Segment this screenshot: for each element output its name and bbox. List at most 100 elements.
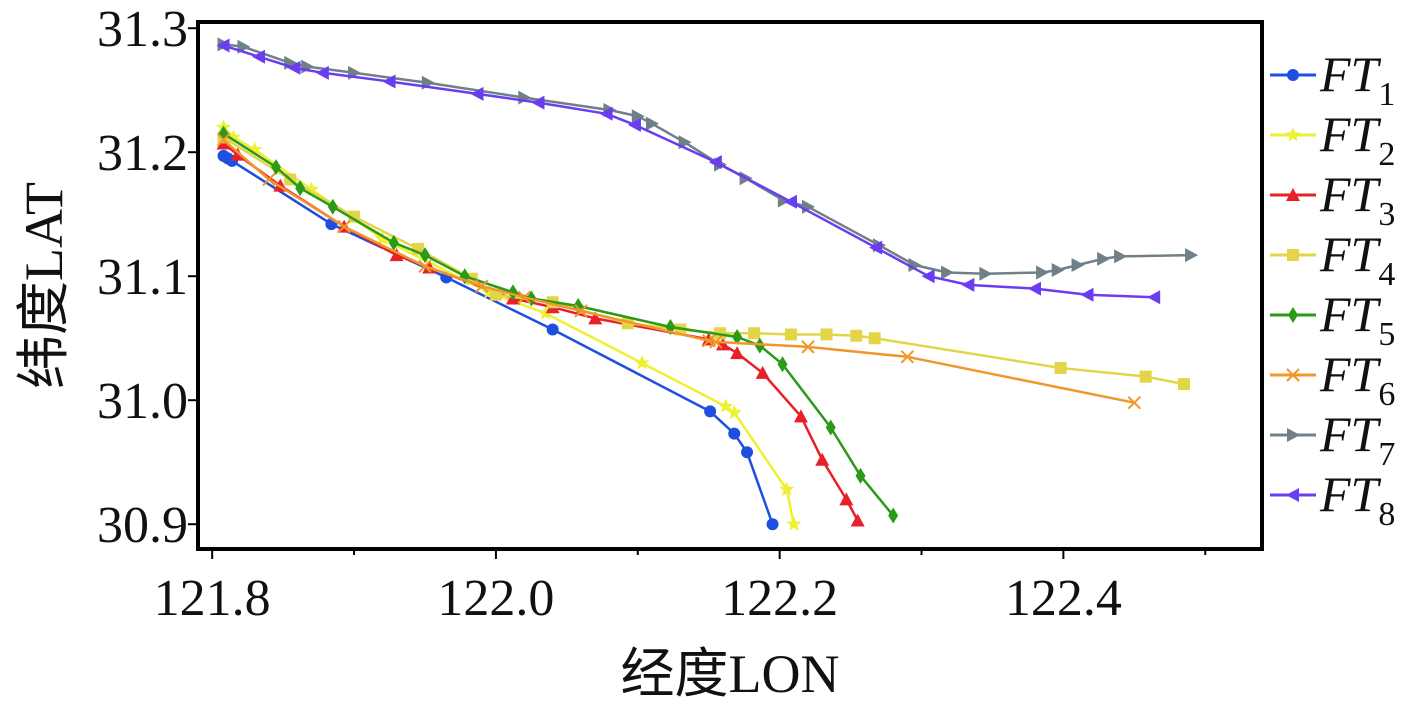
legend-label: FT7 xyxy=(1319,406,1395,473)
y-tick-label: 31.0 xyxy=(97,373,188,430)
data-point-ft3 xyxy=(793,409,808,423)
data-point-ft2 xyxy=(374,231,390,246)
data-point-ft7 xyxy=(1036,265,1050,280)
legend-label-main: FT xyxy=(1319,166,1382,222)
x-tick-label: 122.4 xyxy=(1005,570,1122,627)
data-point-ft4 xyxy=(1177,378,1190,391)
series-layer xyxy=(215,37,1199,531)
legend-entry-ft7: FT7 xyxy=(1270,406,1395,473)
data-point-ft4 xyxy=(1139,370,1152,383)
legend-entry-ft4: FT4 xyxy=(1270,226,1395,293)
data-point-ft3 xyxy=(839,492,854,506)
data-point-ft6 xyxy=(517,290,532,304)
legend-marker xyxy=(1288,307,1298,323)
data-point-ft3 xyxy=(850,513,865,527)
data-point-ft7 xyxy=(1114,249,1128,264)
data-point-ft8 xyxy=(599,106,613,121)
data-point-ft8 xyxy=(921,269,935,284)
data-point-ft2 xyxy=(634,355,650,370)
legend-label-subscript: 8 xyxy=(1378,496,1395,533)
legend-label-subscript: 6 xyxy=(1378,376,1395,413)
data-point-ft7 xyxy=(645,116,659,131)
data-point-ft6 xyxy=(262,172,276,187)
data-point-ft5 xyxy=(419,247,430,264)
data-point-ft3 xyxy=(730,346,745,360)
legend-marker xyxy=(1287,428,1300,442)
data-point-ft4 xyxy=(785,328,798,341)
legend-entry-ft6: FT6 xyxy=(1270,346,1395,413)
data-point-ft8 xyxy=(869,240,883,255)
data-point-ft2 xyxy=(247,141,263,157)
data-point-ft3 xyxy=(715,337,730,351)
data-point-ft6 xyxy=(337,219,351,234)
data-point-ft6 xyxy=(900,350,915,364)
data-point-ft4 xyxy=(868,332,881,345)
legend-label-main: FT xyxy=(1319,46,1382,102)
data-point-ft7 xyxy=(1097,251,1111,266)
data-point-ft7 xyxy=(908,258,922,273)
legend-label-main: FT xyxy=(1319,346,1382,402)
axis-ticks: 121.8 122.0 122.2 122.4 30.9 31.0 31.1 31.2 31.3 xyxy=(97,1,1207,627)
data-point-ft7 xyxy=(979,266,993,281)
data-point-ft1 xyxy=(766,518,779,531)
legend-label-subscript: 2 xyxy=(1378,136,1395,173)
legend-label: FT8 xyxy=(1319,466,1395,533)
legend-label: FT1 xyxy=(1319,46,1395,113)
data-point-ft8 xyxy=(216,38,230,53)
data-point-ft3 xyxy=(230,147,245,161)
data-point-ft2 xyxy=(718,398,734,413)
data-point-ft6 xyxy=(801,340,815,354)
data-point-ft8 xyxy=(627,117,641,132)
data-point-ft7 xyxy=(1071,258,1085,273)
data-point-ft5 xyxy=(888,507,899,524)
y-tick-label: 31.1 xyxy=(97,249,188,306)
data-point-ft8 xyxy=(961,277,975,292)
data-point-ft5 xyxy=(327,198,338,215)
data-point-ft8 xyxy=(315,65,329,80)
data-point-ft4 xyxy=(820,328,833,341)
legend-label-subscript: 4 xyxy=(1378,256,1395,293)
data-point-ft8 xyxy=(1080,287,1094,302)
data-point-ft4 xyxy=(748,327,761,340)
series-ft8 xyxy=(216,38,1161,305)
data-point-ft1 xyxy=(741,446,754,459)
series-line-ft6 xyxy=(222,138,1135,404)
plot-frame xyxy=(196,20,1264,551)
data-point-ft5 xyxy=(295,180,306,197)
legend-entry-ft3: FT3 xyxy=(1270,166,1395,233)
y-axis-title: 纬度LAT xyxy=(14,182,74,389)
legend-entry-ft1: FT1 xyxy=(1270,46,1395,113)
data-point-ft7 xyxy=(1051,263,1065,277)
data-point-ft3 xyxy=(389,248,404,262)
data-point-ft5 xyxy=(388,234,399,251)
data-point-ft1 xyxy=(546,323,559,336)
data-point-ft5 xyxy=(732,328,743,345)
legend-entry-ft5: FT5 xyxy=(1270,286,1395,353)
data-point-ft8 xyxy=(1147,290,1161,305)
data-point-ft2 xyxy=(726,404,742,420)
data-point-ft6 xyxy=(216,133,231,147)
series-ft1 xyxy=(217,149,779,531)
data-point-ft8 xyxy=(531,95,545,110)
x-tick-label: 121.8 xyxy=(154,570,271,627)
data-point-ft6 xyxy=(709,335,723,349)
legend-label: FT6 xyxy=(1319,346,1395,413)
x-tick-label: 122.0 xyxy=(437,570,554,627)
y-tick-label: 30.9 xyxy=(97,497,188,554)
legend-label: FT2 xyxy=(1319,106,1395,173)
legend-marker xyxy=(1287,249,1299,261)
data-point-ft8 xyxy=(470,86,484,101)
data-point-ft2 xyxy=(786,516,802,531)
legend-label-main: FT xyxy=(1319,106,1382,162)
legend-label-main: FT xyxy=(1319,406,1382,462)
data-point-ft2 xyxy=(538,305,554,320)
series-ft6 xyxy=(216,133,1142,410)
legend-marker xyxy=(1285,127,1301,142)
legend-label: FT5 xyxy=(1319,286,1395,353)
legend-marker xyxy=(1286,188,1300,201)
legend-label-subscript: 3 xyxy=(1378,196,1395,233)
data-point-ft1 xyxy=(728,427,741,440)
